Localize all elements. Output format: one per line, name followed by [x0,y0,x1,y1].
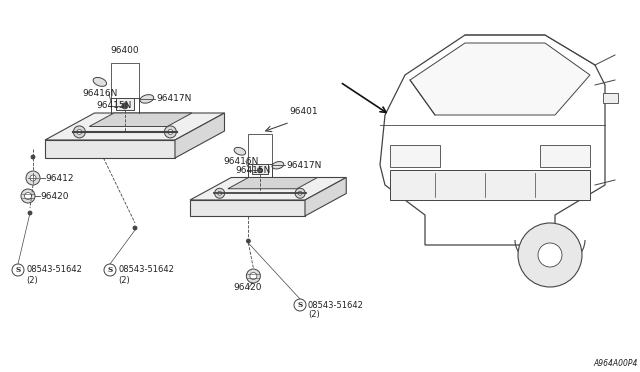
Text: 08543-51642: 08543-51642 [26,266,82,275]
Circle shape [30,175,36,181]
Circle shape [298,191,302,195]
Circle shape [122,103,128,109]
Ellipse shape [272,161,284,169]
Text: S: S [108,266,113,274]
Polygon shape [410,43,590,115]
Text: 96417N: 96417N [287,161,323,170]
Circle shape [74,126,85,138]
Polygon shape [305,177,346,216]
Text: 96416N: 96416N [83,89,118,99]
Text: (2): (2) [308,311,320,320]
Circle shape [133,226,137,230]
Polygon shape [89,113,192,126]
Polygon shape [190,177,346,200]
Bar [252,164,268,174]
Polygon shape [380,35,605,245]
Text: 96420: 96420 [40,192,68,201]
Text: 96416N: 96416N [223,157,259,166]
Circle shape [77,129,82,134]
Circle shape [295,188,305,198]
Ellipse shape [140,94,154,103]
Bar [390,145,440,167]
Text: 08543-51642: 08543-51642 [308,301,364,310]
Polygon shape [45,140,175,158]
Text: (2): (2) [118,276,130,285]
Circle shape [104,264,116,276]
Ellipse shape [234,147,246,155]
Text: S: S [298,301,303,309]
Text: 96417N: 96417N [157,94,192,103]
Text: A964A00P4: A964A00P4 [594,359,638,368]
Bar [540,145,590,167]
Text: 96415N: 96415N [97,102,132,110]
Ellipse shape [93,77,107,86]
Circle shape [21,189,35,203]
Circle shape [246,239,250,243]
Polygon shape [175,113,225,158]
Circle shape [31,155,35,159]
Circle shape [28,211,32,215]
Circle shape [250,273,257,279]
Circle shape [164,126,177,138]
Circle shape [257,168,262,173]
Text: 96412: 96412 [45,173,74,183]
Polygon shape [390,170,590,200]
Text: 08543-51642: 08543-51642 [118,266,174,275]
Bar [603,93,618,103]
Text: 96400: 96400 [111,46,139,55]
Circle shape [168,129,173,134]
Text: 96420: 96420 [234,283,262,292]
Circle shape [294,299,306,311]
Polygon shape [45,113,225,140]
Text: 96415N: 96415N [236,166,271,175]
Text: (2): (2) [26,276,38,285]
Text: 96401: 96401 [290,107,319,116]
Circle shape [246,269,260,283]
Circle shape [26,171,40,185]
Circle shape [214,188,225,198]
Text: S: S [15,266,20,274]
Circle shape [538,243,562,267]
Circle shape [24,192,31,199]
Circle shape [518,223,582,287]
Polygon shape [228,177,317,189]
Polygon shape [190,200,305,216]
Circle shape [218,191,221,195]
Bar [116,98,134,110]
Circle shape [12,264,24,276]
